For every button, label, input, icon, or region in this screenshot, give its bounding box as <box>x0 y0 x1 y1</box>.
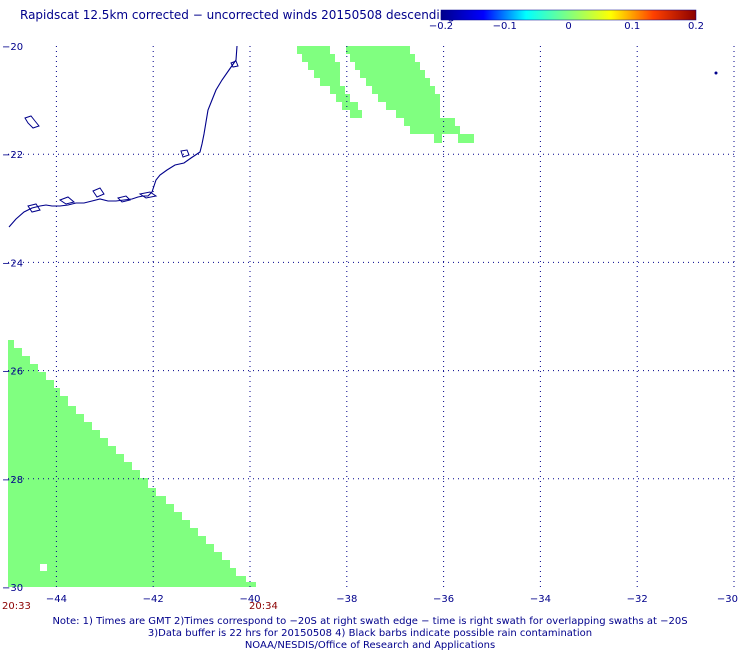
color-scale-tick-label: 0.1 <box>624 21 641 32</box>
coastline-path <box>117 195 131 203</box>
swath-cell <box>355 62 420 70</box>
swath-cell <box>320 78 340 86</box>
island-dot <box>714 71 718 75</box>
longitude-label: −44 <box>46 594 67 605</box>
swath-cell <box>8 430 100 438</box>
color-scale-tick-label: −0.2 <box>428 21 454 32</box>
footnote-line-3: NOAA/NESDIS/Office of Research and Appli… <box>244 640 496 651</box>
coastline-path <box>24 115 40 129</box>
swath-cell <box>8 488 156 496</box>
swath-cell <box>410 126 460 134</box>
latitude-label: −26 <box>2 367 23 378</box>
swath-cell <box>8 446 116 454</box>
coastline-path <box>92 187 105 198</box>
swath-cell <box>360 70 425 78</box>
swath-cell <box>396 110 440 118</box>
swath-cell <box>8 380 54 388</box>
map-plot: −44 −42 −40 −38 −36 −34 −32 −30 −20 −22 −24 −26 −28 −… <box>2 42 738 612</box>
swath-cell <box>8 422 92 430</box>
swath-cell <box>366 78 430 86</box>
swath-cell <box>8 356 30 364</box>
swath-cell <box>314 70 340 78</box>
swath-cell <box>350 110 362 118</box>
swath-cell <box>8 438 108 446</box>
swath-cell <box>8 454 124 462</box>
swath-cell <box>330 86 345 94</box>
swath-cell <box>8 512 182 520</box>
swath-cell <box>404 118 455 126</box>
swath-cell <box>372 86 435 94</box>
coastline-path <box>138 191 158 199</box>
color-scale-bar <box>440 9 697 21</box>
lat-lon-gridlines <box>8 46 735 587</box>
coastline-path <box>58 196 76 205</box>
footnote-line-2: 3)Data buffer is 22 hrs for 20150508 4) … <box>147 628 593 639</box>
swath-cell <box>8 504 174 512</box>
swath-cell <box>308 62 340 70</box>
longitude-label: −38 <box>336 594 357 605</box>
swath-cell <box>336 94 350 102</box>
swath-cell <box>8 364 38 372</box>
latitude-label: −24 <box>2 258 23 269</box>
longitude-label: −40 <box>239 594 260 605</box>
swath-cell <box>297 46 330 54</box>
coastline-path <box>180 149 190 158</box>
swath-cell <box>8 560 230 568</box>
swath-time-label: 20:33 <box>2 601 31 612</box>
swath-cell <box>8 470 140 478</box>
swath-cell <box>8 568 236 576</box>
swath-time-label: 20:34 <box>249 601 278 612</box>
footnote-line-1: Note: 1) Times are GMT 2)Times correspon… <box>52 616 688 627</box>
map-title: Rapidscat 12.5km corrected − uncorrected… <box>20 8 455 22</box>
swath-cell <box>8 536 206 544</box>
swath-cell <box>386 102 440 110</box>
longitude-label: −42 <box>143 594 164 605</box>
swath-cell <box>8 582 256 587</box>
missing-data-cell <box>40 564 47 571</box>
swath-cell <box>8 520 190 528</box>
swath-cell <box>350 54 415 62</box>
swath-cell <box>8 462 132 470</box>
coastline-path <box>27 203 41 213</box>
swath-cell <box>302 54 335 62</box>
swath-cell <box>8 372 46 380</box>
longitude-label: −34 <box>530 594 551 605</box>
swath-cell <box>8 528 198 536</box>
swath-cell <box>8 544 214 552</box>
latitude-label: −20 <box>2 42 23 53</box>
longitude-label: −30 <box>717 594 738 605</box>
swath-cell <box>434 134 442 143</box>
swath-cell <box>8 414 84 422</box>
color-scale-tick-label: −0.1 <box>492 21 517 32</box>
swath-cell <box>8 388 60 396</box>
longitude-label: −32 <box>627 594 648 605</box>
swath-cell <box>8 478 148 488</box>
swath-cell <box>8 396 68 406</box>
swath-cell <box>342 102 358 110</box>
swath-cell <box>8 496 166 504</box>
swath-cell <box>8 348 22 356</box>
longitude-label: −36 <box>433 594 454 605</box>
latitude-label: −28 <box>2 475 23 486</box>
latitude-label: −30 <box>2 583 23 594</box>
color-scale-tick-label: 0 <box>565 21 572 32</box>
coastline-path <box>230 60 239 68</box>
swath-data-layer <box>8 46 474 587</box>
swath-cell <box>458 134 474 143</box>
axis-labels: −44 −42 −40 −38 −36 −34 −32 −30 −20 −22 −24 −26 −28 −… <box>2 42 738 612</box>
swath-cell <box>8 340 14 348</box>
swath-cell <box>8 576 246 582</box>
swath-cell <box>8 406 76 414</box>
coastline-path <box>8 45 238 228</box>
coastline-layer <box>8 45 718 228</box>
latitude-label: −22 <box>2 150 23 161</box>
swath-cell <box>8 552 222 560</box>
swath-cell <box>378 94 440 102</box>
swath-cell <box>346 46 410 54</box>
color-scale-tick-label: 0.2 <box>688 21 704 32</box>
